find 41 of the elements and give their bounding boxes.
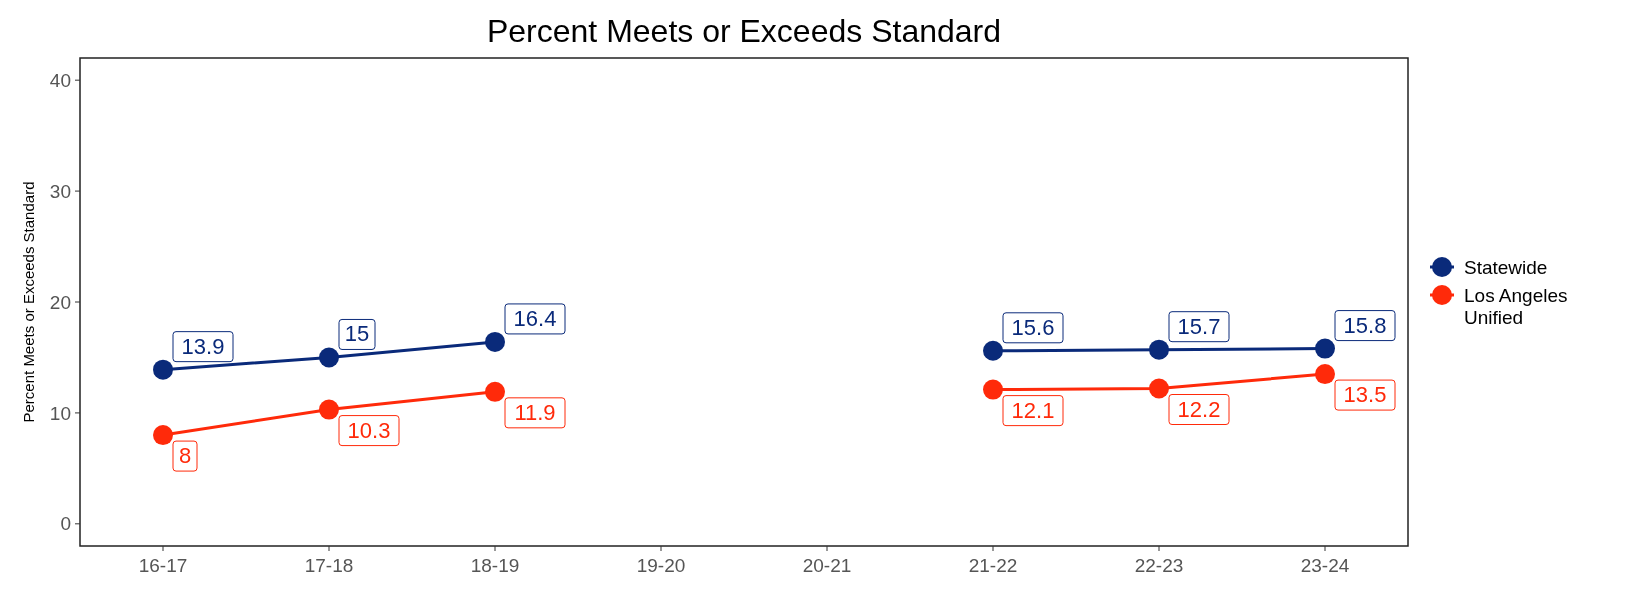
data-label: 15.7 bbox=[1177, 313, 1221, 339]
x-tick-label: 22-23 bbox=[1134, 555, 1184, 576]
legend-label: Statewide bbox=[1464, 257, 1548, 278]
point bbox=[1149, 339, 1169, 360]
data-label: 15.6 bbox=[1011, 314, 1055, 340]
point bbox=[983, 340, 1003, 361]
y-tick-label: 20 bbox=[49, 291, 71, 313]
y-tick-label: 40 bbox=[49, 69, 71, 91]
point bbox=[485, 381, 505, 402]
x-tick-label: 16-17 bbox=[138, 555, 188, 576]
y-tick-label: 10 bbox=[49, 402, 71, 424]
x-tick-label: 17-18 bbox=[304, 555, 354, 576]
data-label: 15 bbox=[344, 321, 370, 347]
y-axis-title: Percent Meets or Exceeds Standard bbox=[20, 181, 37, 423]
data-label: 15.8 bbox=[1343, 312, 1387, 338]
point bbox=[1315, 364, 1335, 385]
x-tick-label: 21-22 bbox=[968, 555, 1018, 576]
data-label: 16.4 bbox=[513, 305, 557, 331]
x-tick-label: 18-19 bbox=[470, 555, 520, 576]
y-tick-label: 30 bbox=[49, 180, 71, 202]
data-label: 12.1 bbox=[1011, 397, 1055, 423]
x-tick-label: 20-21 bbox=[802, 555, 852, 576]
point bbox=[1149, 378, 1169, 399]
data-label: 13.5 bbox=[1343, 382, 1387, 408]
x-tick-label: 19-20 bbox=[636, 555, 686, 576]
y-tick-label: 0 bbox=[60, 513, 71, 535]
point bbox=[153, 359, 173, 380]
data-label: 8 bbox=[178, 443, 192, 469]
point bbox=[153, 425, 173, 446]
point bbox=[1315, 338, 1335, 359]
data-label: 13.9 bbox=[181, 333, 225, 359]
point bbox=[485, 331, 505, 352]
data-label: 11.9 bbox=[514, 399, 556, 425]
point bbox=[983, 379, 1003, 400]
x-tick-label: 23-24 bbox=[1300, 555, 1350, 576]
data-label: 12.2 bbox=[1177, 396, 1221, 422]
point bbox=[319, 347, 339, 368]
point bbox=[319, 399, 339, 420]
chart-title: Percent Meets or Exceeds Standard bbox=[486, 13, 1002, 49]
legend-label: Los Angeles Unified bbox=[1464, 285, 1568, 328]
data-label: 10.3 bbox=[347, 417, 391, 443]
